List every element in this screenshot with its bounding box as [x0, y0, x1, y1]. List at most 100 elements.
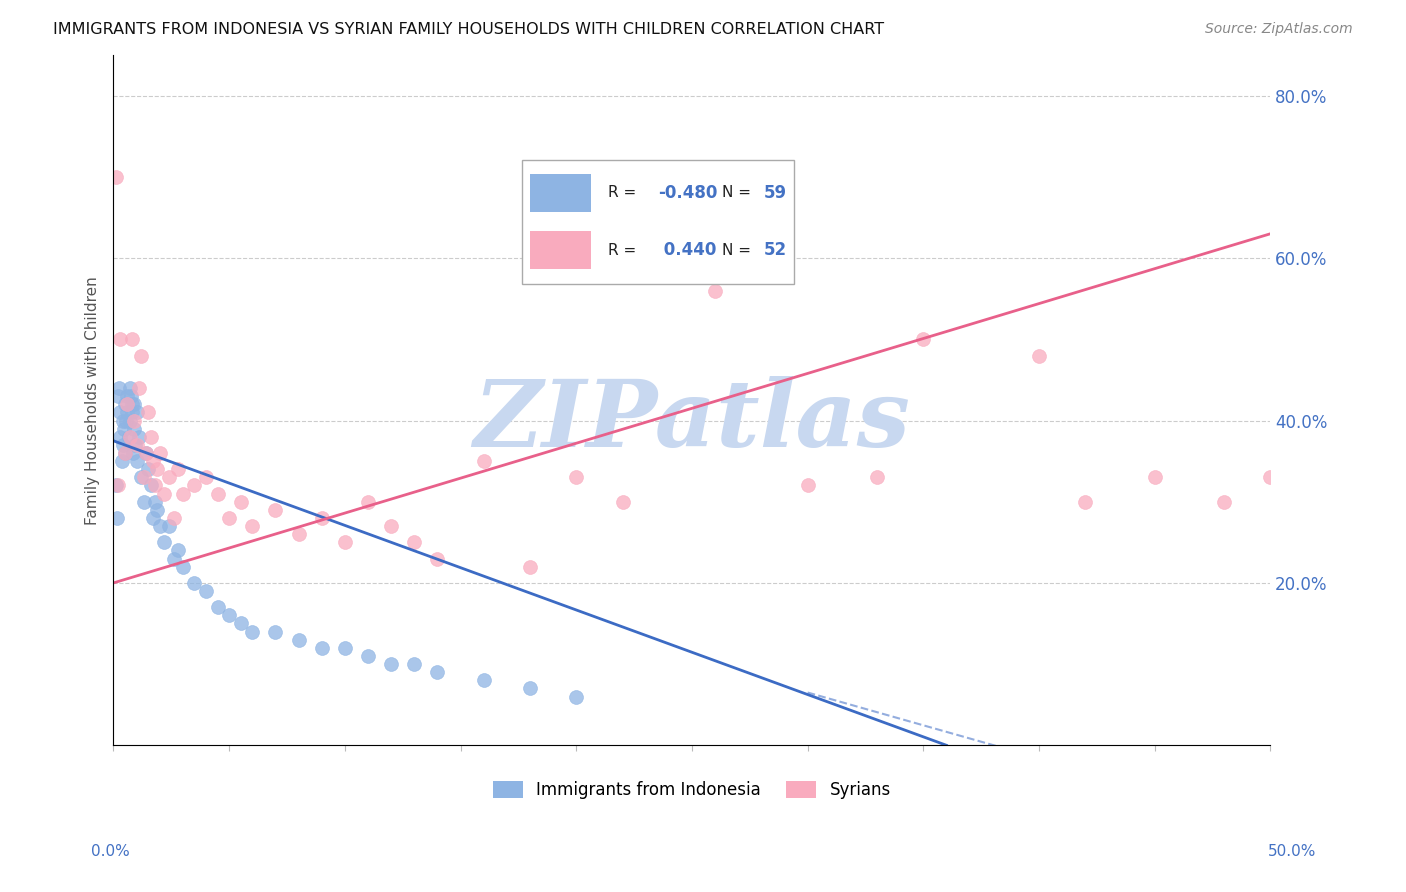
Point: [163, 551, 186, 566]
Point: [132, 494, 155, 508]
Point: [912, 332, 935, 346]
Point: [122, 446, 145, 460]
Text: R =: R =: [607, 186, 636, 201]
FancyBboxPatch shape: [530, 231, 592, 269]
FancyBboxPatch shape: [522, 160, 794, 285]
Point: [163, 511, 186, 525]
Point: [121, 405, 143, 419]
Point: [124, 422, 146, 436]
Point: [866, 470, 889, 484]
Point: [149, 519, 172, 533]
Text: ZIPatlas: ZIPatlas: [474, 376, 911, 466]
Point: [110, 405, 132, 419]
Text: 50.0%: 50.0%: [1268, 845, 1316, 859]
Point: [115, 413, 138, 427]
Point: [264, 624, 287, 639]
Point: [105, 511, 128, 525]
Point: [136, 462, 159, 476]
Point: [333, 640, 356, 655]
Y-axis label: Family Households with Children: Family Households with Children: [86, 276, 100, 524]
Point: [142, 454, 165, 468]
Point: [124, 397, 146, 411]
Point: [124, 413, 146, 427]
Point: [519, 559, 541, 574]
Point: [426, 665, 449, 680]
Point: [121, 332, 143, 346]
Point: [796, 478, 818, 492]
Point: [612, 494, 634, 508]
Point: [565, 470, 588, 484]
Point: [426, 551, 449, 566]
Point: [229, 494, 252, 508]
Point: [135, 446, 157, 460]
Point: [125, 438, 148, 452]
Point: [146, 462, 169, 476]
Point: [172, 486, 194, 500]
Point: [380, 519, 402, 533]
Point: [240, 519, 263, 533]
Point: [264, 503, 287, 517]
Point: [120, 389, 142, 403]
Point: [704, 284, 727, 298]
Point: [110, 430, 132, 444]
Point: [118, 381, 141, 395]
Point: [1028, 349, 1050, 363]
Point: [311, 511, 333, 525]
Point: [125, 454, 148, 468]
Text: Source: ZipAtlas.com: Source: ZipAtlas.com: [1205, 22, 1353, 37]
Point: [472, 673, 495, 688]
Point: [157, 519, 180, 533]
Text: 52: 52: [763, 241, 786, 259]
Text: 0.440: 0.440: [658, 241, 716, 259]
Text: -0.480: -0.480: [658, 184, 717, 202]
Point: [172, 559, 194, 574]
Point: [658, 251, 681, 265]
Point: [146, 503, 169, 517]
Point: [108, 381, 131, 395]
Text: 0.0%: 0.0%: [91, 845, 131, 859]
Point: [136, 405, 159, 419]
Text: N =: N =: [721, 243, 751, 258]
Point: [132, 470, 155, 484]
Text: IMMIGRANTS FROM INDONESIA VS SYRIAN FAMILY HOUSEHOLDS WITH CHILDREN CORRELATION : IMMIGRANTS FROM INDONESIA VS SYRIAN FAMI…: [53, 22, 884, 37]
Point: [110, 454, 132, 468]
Point: [139, 430, 162, 444]
Point: [287, 632, 309, 647]
Point: [111, 413, 134, 427]
Point: [1074, 494, 1097, 508]
Point: [110, 332, 132, 346]
Point: [124, 438, 146, 452]
Point: [311, 640, 333, 655]
Point: [143, 478, 166, 492]
Point: [287, 527, 309, 541]
Point: [229, 616, 252, 631]
Point: [114, 446, 136, 460]
Point: [139, 478, 162, 492]
Point: [404, 535, 426, 549]
Point: [218, 608, 240, 623]
Point: [357, 494, 380, 508]
Text: R =: R =: [607, 243, 636, 258]
Text: 59: 59: [763, 184, 786, 202]
Point: [519, 681, 541, 696]
Point: [114, 446, 136, 460]
Point: [1143, 470, 1166, 484]
Point: [114, 397, 136, 411]
Point: [111, 438, 134, 452]
Point: [157, 470, 180, 484]
Point: [357, 648, 380, 663]
Point: [128, 381, 150, 395]
Point: [149, 446, 172, 460]
Point: [117, 389, 139, 403]
Point: [153, 486, 176, 500]
Point: [117, 405, 139, 419]
Point: [183, 478, 205, 492]
Point: [143, 494, 166, 508]
Point: [118, 430, 141, 444]
Point: [128, 430, 150, 444]
Point: [125, 405, 148, 419]
Point: [167, 462, 190, 476]
Point: [167, 543, 190, 558]
Point: [565, 690, 588, 704]
Point: [218, 511, 240, 525]
